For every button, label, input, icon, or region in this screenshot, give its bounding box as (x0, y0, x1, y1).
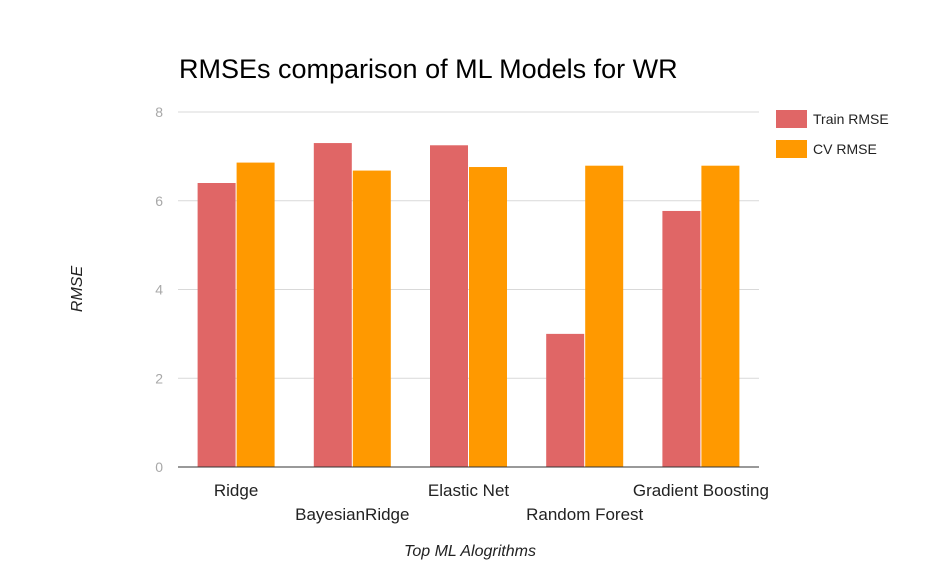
y-tick-label: 4 (155, 282, 163, 298)
y-axis-ticks: 0 2 4 6 8 (155, 104, 163, 475)
legend-swatch (776, 140, 807, 158)
bar-train-random-forest (546, 333, 585, 467)
x-category-label: Ridge (214, 481, 258, 500)
y-tick-label: 6 (155, 193, 163, 209)
bar-train-ridge (197, 183, 236, 467)
x-category-label: Gradient Boosting (633, 481, 769, 500)
bar-cv-ridge (236, 162, 275, 467)
bar-train-gradient-boosting (662, 210, 701, 468)
bars (197, 143, 740, 468)
x-category-label: Elastic Net (428, 481, 510, 500)
bar-train-bayesianridge (313, 143, 352, 467)
x-category-label: Random Forest (526, 505, 643, 524)
legend-swatch (776, 110, 807, 128)
x-category-label: BayesianRidge (295, 505, 409, 524)
legend-label: CV RMSE (813, 141, 877, 157)
y-axis-label: RMSE (69, 266, 86, 313)
bar-train-elastic-net (430, 145, 468, 467)
legend: Train RMSE CV RMSE (776, 110, 889, 158)
bar-cv-bayesianridge (352, 170, 391, 467)
x-axis-label: Top ML Alogrithms (404, 543, 536, 560)
bar-cv-gradient-boosting (701, 165, 740, 467)
legend-label: Train RMSE (813, 111, 889, 127)
y-tick-label: 2 (155, 370, 163, 386)
y-tick-label: 0 (155, 459, 163, 475)
y-tick-label: 8 (155, 104, 163, 120)
bar-cv-random-forest (585, 165, 624, 467)
gridlines (178, 111, 759, 379)
bar-cv-elastic-net (469, 167, 507, 467)
chart-title: RMSEs comparison of ML Models for WR (179, 54, 678, 84)
x-axis-categories: Ridge BayesianRidge Elastic Net Random Fore… (214, 481, 769, 524)
